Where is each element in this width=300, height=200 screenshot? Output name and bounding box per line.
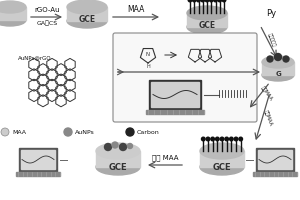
Circle shape	[188, 0, 192, 2]
Circle shape	[112, 142, 118, 148]
Bar	[0, 7, 26, 20]
Bar	[96, 151, 140, 167]
Ellipse shape	[67, 0, 107, 14]
Bar	[67, 7, 107, 21]
Text: 去除MAA: 去除MAA	[263, 109, 273, 127]
Ellipse shape	[0, 1, 26, 13]
Circle shape	[209, 0, 213, 2]
Circle shape	[128, 144, 133, 148]
Text: Carbon: Carbon	[137, 130, 160, 134]
Bar	[262, 62, 294, 75]
Text: H: H	[146, 64, 150, 68]
Text: 捕获 MAA: 捕获 MAA	[152, 155, 178, 161]
Text: GA，CS: GA，CS	[36, 20, 58, 26]
Ellipse shape	[0, 14, 26, 26]
Circle shape	[193, 0, 196, 2]
Text: AuNPs@rGO: AuNPs@rGO	[18, 55, 52, 60]
Circle shape	[126, 128, 134, 136]
Bar	[16, 172, 60, 176]
Text: rGO-Au: rGO-Au	[34, 7, 60, 13]
Ellipse shape	[67, 14, 107, 28]
Text: 去除MAA: 去除MAA	[260, 85, 274, 101]
Text: GCE: GCE	[198, 21, 216, 30]
Bar	[256, 148, 294, 172]
Circle shape	[215, 137, 219, 141]
Ellipse shape	[96, 143, 140, 159]
Ellipse shape	[96, 159, 140, 175]
Circle shape	[234, 137, 238, 141]
Circle shape	[104, 144, 112, 150]
Circle shape	[283, 56, 289, 62]
Circle shape	[218, 0, 221, 2]
Bar	[187, 13, 227, 27]
Text: G: G	[275, 72, 281, 77]
Ellipse shape	[187, 6, 227, 20]
Text: N: N	[146, 52, 150, 58]
Circle shape	[1, 128, 9, 136]
Ellipse shape	[262, 69, 294, 81]
Circle shape	[119, 144, 127, 150]
Bar	[149, 80, 201, 110]
Circle shape	[211, 137, 214, 141]
Text: MAA: MAA	[12, 130, 26, 134]
Circle shape	[222, 0, 226, 2]
Bar	[253, 172, 297, 176]
Ellipse shape	[187, 20, 227, 34]
Circle shape	[267, 56, 273, 62]
Circle shape	[214, 0, 217, 2]
Circle shape	[239, 137, 242, 141]
Bar	[19, 148, 57, 172]
Bar	[21, 150, 55, 169]
Text: Py: Py	[266, 9, 276, 19]
Circle shape	[225, 137, 229, 141]
Bar	[146, 110, 204, 114]
Circle shape	[274, 53, 281, 60]
Text: 电化学聚合: 电化学聚合	[266, 32, 276, 48]
Text: GCE: GCE	[213, 162, 231, 171]
Text: MAA: MAA	[127, 5, 145, 15]
Circle shape	[202, 137, 205, 141]
Bar	[258, 150, 292, 169]
Ellipse shape	[200, 159, 244, 175]
FancyBboxPatch shape	[113, 33, 257, 122]
Text: GCE: GCE	[78, 16, 96, 24]
Ellipse shape	[262, 56, 294, 68]
Circle shape	[205, 0, 209, 2]
Circle shape	[220, 137, 224, 141]
Bar	[151, 82, 199, 107]
Ellipse shape	[200, 143, 244, 159]
Circle shape	[201, 0, 205, 2]
Circle shape	[230, 137, 233, 141]
Circle shape	[197, 0, 200, 2]
Text: GCE: GCE	[109, 162, 127, 171]
Circle shape	[206, 137, 210, 141]
Circle shape	[64, 128, 72, 136]
Bar	[200, 151, 244, 167]
Text: AuNPs: AuNPs	[75, 130, 95, 134]
